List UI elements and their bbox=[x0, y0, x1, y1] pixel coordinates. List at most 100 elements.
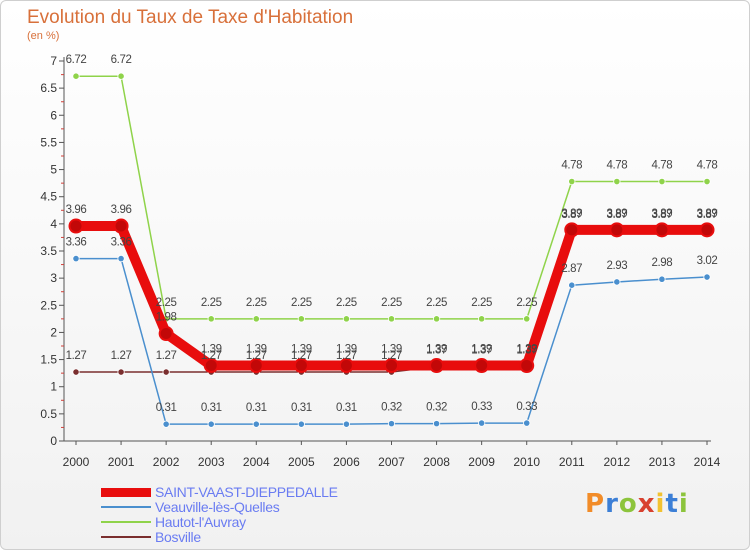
data-point-hautot-l-auvray bbox=[703, 177, 711, 186]
data-point-hautot-l-auvray bbox=[658, 177, 666, 186]
data-label-veauville-les-quelles: 0.31 bbox=[336, 402, 357, 414]
data-label-saint-vaast-dieppedalle: 3.96 bbox=[111, 204, 132, 216]
data-label-saint-vaast-dieppedalle: 3.89 bbox=[652, 208, 673, 220]
legend-label: Veauville-lès-Quelles bbox=[155, 499, 280, 515]
y-tick-label: 2 bbox=[50, 325, 57, 339]
data-label-hautot-l-auvray: 4.78 bbox=[561, 160, 582, 172]
logo-letter: x bbox=[637, 489, 656, 519]
x-tick-label: 2012 bbox=[604, 455, 631, 469]
data-label-bosville: 1.37 bbox=[516, 345, 537, 357]
data-label-bosville: 1.27 bbox=[201, 350, 222, 362]
data-label-saint-vaast-dieppedalle: 1.39 bbox=[381, 344, 402, 356]
x-tick-label: 2004 bbox=[243, 455, 270, 469]
data-point-veauville-les-quelles bbox=[613, 278, 621, 286]
data-point-veauville-les-quelles bbox=[703, 273, 711, 281]
data-label-veauville-les-quelles: 3.36 bbox=[111, 237, 132, 249]
data-point-veauville-les-quelles bbox=[342, 420, 351, 428]
data-point-hautot-l-auvray bbox=[297, 315, 305, 323]
data-label-veauville-les-quelles: 3.02 bbox=[697, 255, 718, 267]
data-point-hautot-l-auvray bbox=[613, 177, 621, 186]
data-label-hautot-l-auvray: 2.25 bbox=[246, 297, 267, 309]
data-point-hautot-l-auvray bbox=[568, 177, 576, 186]
logo-letter: i bbox=[655, 489, 666, 519]
chart-title: Evolution du Taux de Taxe d'Habitation bbox=[27, 7, 354, 28]
y-tick-label: 7 bbox=[50, 54, 57, 68]
x-tick-label: 2011 bbox=[559, 455, 585, 469]
y-tick-label: 0.5 bbox=[40, 407, 57, 421]
data-label-hautot-l-auvray: 2.25 bbox=[336, 297, 357, 309]
data-point-hautot-l-auvray bbox=[117, 72, 125, 80]
data-point-veauville-les-quelles bbox=[478, 419, 486, 427]
data-label-veauville-les-quelles: 0.32 bbox=[426, 402, 447, 414]
data-point-hautot-l-auvray bbox=[387, 315, 396, 323]
legend-label: Bosville bbox=[155, 529, 201, 545]
data-point-saint-vaast-dieppedalle bbox=[699, 222, 715, 238]
data-label-veauville-les-quelles: 0.31 bbox=[156, 402, 177, 414]
data-point-saint-vaast-dieppedalle bbox=[293, 358, 309, 374]
data-label-bosville: 1.27 bbox=[66, 350, 87, 362]
data-point-saint-vaast-dieppedalle bbox=[248, 358, 264, 374]
data-point-saint-vaast-dieppedalle bbox=[384, 358, 399, 374]
data-label-hautot-l-auvray: 4.78 bbox=[652, 160, 673, 172]
data-label-saint-vaast-dieppedalle: 3.96 bbox=[66, 204, 87, 216]
data-label-saint-vaast-dieppedalle: 3.89 bbox=[561, 208, 582, 220]
data-point-hautot-l-auvray bbox=[207, 315, 215, 323]
y-tick-label: 3.5 bbox=[40, 244, 57, 258]
legend-label: SAINT-VAAST-DIEPPEDALLE bbox=[155, 484, 338, 500]
data-label-veauville-les-quelles: 2.98 bbox=[652, 257, 673, 269]
data-point-bosville bbox=[72, 368, 80, 376]
data-label-veauville-les-quelles: 0.31 bbox=[291, 402, 312, 414]
x-tick-label: 2007 bbox=[378, 455, 405, 469]
data-point-bosville bbox=[117, 368, 125, 376]
data-point-hautot-l-auvray bbox=[72, 72, 80, 80]
data-label-veauville-les-quelles: 0.33 bbox=[516, 401, 537, 413]
data-point-saint-vaast-dieppedalle bbox=[519, 358, 535, 374]
y-tick-label: 4 bbox=[50, 217, 57, 231]
data-point-saint-vaast-dieppedalle bbox=[609, 222, 625, 238]
data-point-saint-vaast-dieppedalle bbox=[203, 358, 219, 374]
data-point-veauville-les-quelles bbox=[432, 420, 441, 428]
data-label-bosville: 3.87 bbox=[561, 209, 582, 221]
x-tick-label: 2006 bbox=[333, 455, 360, 469]
data-label-saint-vaast-dieppedalle: 1.39 bbox=[201, 344, 222, 356]
data-label-hautot-l-auvray: 2.25 bbox=[291, 297, 312, 309]
x-tick-label: 2013 bbox=[649, 455, 676, 469]
y-tick-label: 2.5 bbox=[40, 298, 57, 312]
legend-swatch bbox=[101, 487, 151, 497]
logo-letter: t bbox=[665, 489, 679, 519]
data-point-saint-vaast-dieppedalle bbox=[68, 218, 84, 234]
data-point-saint-vaast-dieppedalle bbox=[564, 222, 580, 238]
legend-swatch bbox=[101, 506, 151, 508]
data-point-hautot-l-auvray bbox=[523, 315, 531, 323]
logo-letter: P bbox=[585, 489, 606, 519]
data-point-veauville-les-quelles bbox=[117, 255, 125, 263]
y-tick-label: 1 bbox=[50, 380, 57, 394]
y-tick-label: 1.5 bbox=[40, 353, 57, 367]
data-label-veauville-les-quelles: 2.93 bbox=[606, 260, 627, 272]
x-tick-label: 2001 bbox=[108, 455, 135, 469]
x-tick-label: 2003 bbox=[198, 455, 225, 469]
y-tick-label: 0 bbox=[50, 434, 57, 448]
data-label-veauville-les-quelles: 2.87 bbox=[561, 263, 582, 275]
x-tick-label: 2014 bbox=[694, 455, 721, 469]
data-point-veauville-les-quelles bbox=[297, 420, 305, 428]
data-point-veauville-les-quelles bbox=[207, 420, 215, 428]
data-point-saint-vaast-dieppedalle bbox=[338, 358, 354, 374]
data-point-veauville-les-quelles bbox=[523, 419, 531, 427]
data-label-saint-vaast-dieppedalle: 1.39 bbox=[426, 344, 447, 356]
data-point-saint-vaast-dieppedalle bbox=[113, 218, 129, 234]
data-point-saint-vaast-dieppedalle bbox=[474, 358, 490, 374]
data-point-hautot-l-auvray bbox=[478, 315, 486, 323]
data-label-bosville: 3.87 bbox=[606, 209, 627, 221]
data-point-saint-vaast-dieppedalle bbox=[158, 326, 174, 342]
data-label-saint-vaast-dieppedalle: 1.39 bbox=[471, 344, 492, 356]
data-point-veauville-les-quelles bbox=[252, 420, 260, 428]
y-tick-label: 6.5 bbox=[40, 81, 57, 95]
data-label-saint-vaast-dieppedalle: 3.89 bbox=[606, 208, 627, 220]
data-point-veauville-les-quelles bbox=[162, 420, 170, 428]
data-label-bosville: 1.27 bbox=[156, 350, 177, 362]
data-label-veauville-les-quelles: 0.31 bbox=[201, 402, 222, 414]
data-label-veauville-les-quelles: 0.32 bbox=[381, 402, 402, 414]
